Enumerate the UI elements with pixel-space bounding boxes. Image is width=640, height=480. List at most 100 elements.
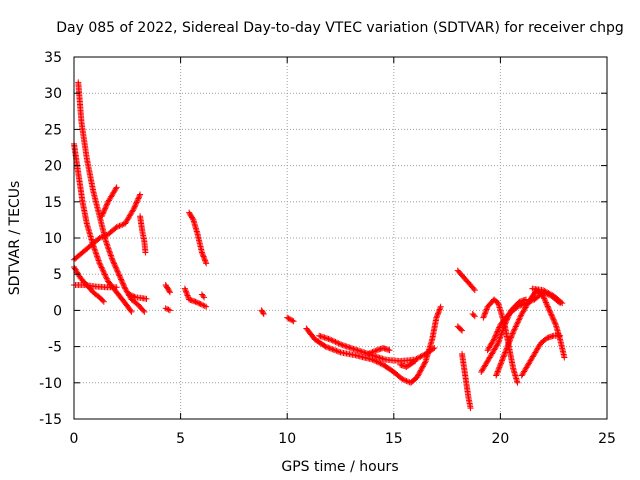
- data-point: [121, 283, 128, 290]
- data-point: [541, 287, 548, 294]
- data-point: [201, 256, 208, 263]
- chart-title: Day 085 of 2022, Sidereal Day-to-day VTE…: [56, 20, 624, 36]
- data-point: [100, 268, 107, 275]
- series-arc-u: [454, 267, 478, 294]
- data-point: [103, 274, 110, 281]
- data-point: [547, 308, 554, 315]
- data-point: [541, 296, 548, 303]
- data-point: [369, 349, 376, 356]
- data-point: [557, 332, 564, 339]
- data-point: [546, 290, 553, 297]
- data-point: [140, 307, 147, 314]
- data-point: [508, 334, 515, 341]
- data-point: [329, 337, 336, 344]
- data-point: [544, 302, 551, 309]
- data-point: [459, 327, 466, 334]
- data-point: [482, 309, 489, 316]
- data-point: [166, 307, 173, 314]
- x-axis-label: GPS time / hours: [281, 459, 398, 475]
- data-point: [196, 300, 203, 307]
- data-point: [414, 374, 421, 381]
- data-point: [507, 335, 514, 342]
- data-point: [113, 184, 120, 191]
- data-point: [540, 294, 547, 301]
- data-point: [111, 261, 118, 268]
- data-point: [510, 329, 517, 336]
- data-point: [121, 284, 128, 291]
- data-point: [543, 335, 550, 342]
- data-point: [181, 285, 188, 292]
- data-point: [189, 215, 196, 222]
- data-point: [330, 346, 337, 353]
- data-point: [513, 322, 520, 329]
- data-point: [97, 261, 104, 268]
- data-point: [286, 316, 293, 323]
- data-point: [102, 204, 109, 211]
- data-point: [543, 300, 550, 307]
- data-point: [540, 287, 547, 294]
- data-point: [515, 303, 522, 310]
- data-point: [193, 299, 200, 306]
- data-point: [504, 342, 511, 349]
- data-series: [71, 79, 568, 412]
- data-point: [414, 355, 421, 362]
- series-arc-i: [162, 282, 173, 296]
- data-point: [97, 263, 104, 270]
- data-point: [400, 376, 407, 383]
- data-point: [419, 363, 426, 370]
- data-point: [109, 258, 116, 265]
- data-point: [376, 359, 383, 366]
- data-point: [506, 338, 513, 345]
- data-point: [199, 250, 206, 257]
- data-point: [430, 345, 437, 352]
- series-arc-e: [71, 282, 120, 291]
- data-point: [492, 332, 499, 339]
- data-point: [561, 354, 568, 361]
- data-point: [470, 285, 477, 292]
- y-tick-label: 35: [44, 50, 62, 66]
- data-point: [100, 233, 107, 240]
- data-point: [418, 366, 425, 373]
- data-point: [203, 303, 210, 310]
- data-point: [491, 335, 498, 342]
- data-point: [200, 302, 207, 309]
- data-point: [545, 304, 552, 311]
- data-point: [126, 291, 133, 298]
- data-point: [117, 275, 124, 282]
- series-arc-f: [98, 184, 120, 220]
- data-point: [365, 350, 372, 357]
- data-point: [118, 277, 125, 284]
- data-point: [120, 281, 127, 288]
- data-point: [500, 354, 507, 361]
- x-tick-label: 25: [598, 431, 616, 447]
- data-point: [116, 273, 123, 280]
- data-point: [514, 320, 521, 327]
- data-point: [101, 208, 108, 215]
- data-point: [435, 310, 442, 317]
- data-point: [183, 291, 190, 298]
- data-point: [512, 324, 519, 331]
- data-point: [338, 341, 345, 348]
- data-point: [433, 313, 440, 320]
- data-point: [495, 327, 502, 334]
- x-tick-label: 15: [385, 431, 403, 447]
- data-point: [558, 299, 565, 306]
- data-point: [549, 315, 556, 322]
- data-point: [480, 313, 487, 320]
- data-point: [182, 288, 189, 295]
- data-point: [542, 288, 549, 295]
- data-point: [494, 328, 501, 335]
- data-point: [481, 311, 488, 318]
- data-point: [550, 316, 557, 323]
- data-point: [182, 287, 189, 294]
- data-point: [436, 307, 443, 314]
- data-point: [511, 326, 518, 333]
- data-point: [119, 221, 126, 228]
- series-arc-d: [71, 191, 144, 263]
- data-point: [113, 284, 120, 291]
- data-point: [514, 379, 521, 386]
- data-point: [416, 354, 423, 361]
- data-point: [378, 361, 385, 368]
- data-point: [516, 315, 523, 322]
- data-point: [131, 293, 138, 300]
